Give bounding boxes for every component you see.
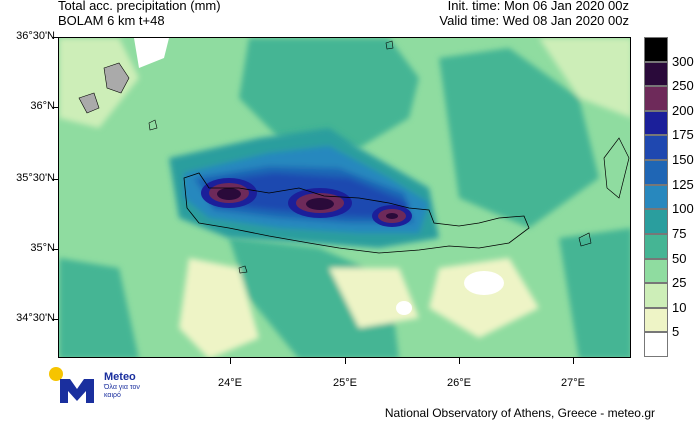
legend-swatch [644, 258, 668, 284]
legend-label: 100 [672, 201, 694, 217]
legend-label: 25 [672, 275, 687, 291]
precipitation-field [59, 38, 630, 357]
lat-label: 35°N [30, 242, 55, 254]
legend-label: 250 [672, 78, 694, 94]
precipitation-map [58, 37, 631, 358]
logo-word: Meteo [104, 371, 136, 383]
legend-swatch [644, 332, 668, 357]
logo-subtitle: Όλα για τον καιρό [104, 384, 140, 399]
precipitation-legend: 300 250 200 175 150 125 100 75 50 25 10 5 [644, 37, 694, 357]
legend-label: 75 [672, 225, 687, 241]
meteo-logo-icon [49, 367, 94, 403]
legend-swatch [644, 37, 668, 62]
legend-label: 50 [672, 250, 687, 266]
lat-label: 34°30'N [16, 312, 55, 324]
lat-label: 36°30'N [16, 30, 55, 42]
legend-swatch [644, 160, 668, 185]
lon-label: 26°E [447, 377, 471, 389]
legend-swatch [644, 86, 668, 111]
run-times: Init. time: Mon 06 Jan 2020 00z Valid ti… [439, 0, 629, 28]
legend-swatch [644, 61, 668, 87]
legend-label: 125 [672, 176, 694, 192]
crete-coastline [183, 172, 530, 254]
legend-swatch [644, 184, 668, 210]
legend-swatch [644, 135, 668, 161]
legend-swatch [644, 307, 668, 333]
legend-swatch [644, 233, 668, 259]
lon-label: 25°E [333, 377, 357, 389]
legend-swatch [644, 209, 668, 234]
init-time: Init. time: Mon 06 Jan 2020 00z [447, 0, 629, 13]
legend-swatch [644, 283, 668, 308]
legend-swatch [644, 110, 668, 136]
legend-label: 150 [672, 152, 694, 168]
legend-label: 175 [672, 127, 694, 143]
legend-label: 5 [672, 324, 680, 340]
legend-label: 10 [672, 299, 687, 315]
legend-label: 200 [672, 102, 694, 118]
title-line1: Total acc. precipitation (mm) [58, 0, 221, 13]
lon-label: 27°E [561, 377, 585, 389]
legend-label: 300 [672, 53, 694, 69]
lat-label: 36°N [30, 100, 55, 112]
footer-credit: National Observatory of Athens, Greece -… [384, 406, 655, 420]
valid-time: Valid time: Wed 08 Jan 2020 00z [439, 13, 629, 28]
title-line2: BOLAM 6 km t+48 [58, 13, 165, 28]
lat-label: 35°30'N [16, 172, 55, 184]
map-title: Total acc. precipitation (mm) BOLAM 6 km… [58, 0, 221, 28]
lon-label: 24°E [218, 377, 242, 389]
